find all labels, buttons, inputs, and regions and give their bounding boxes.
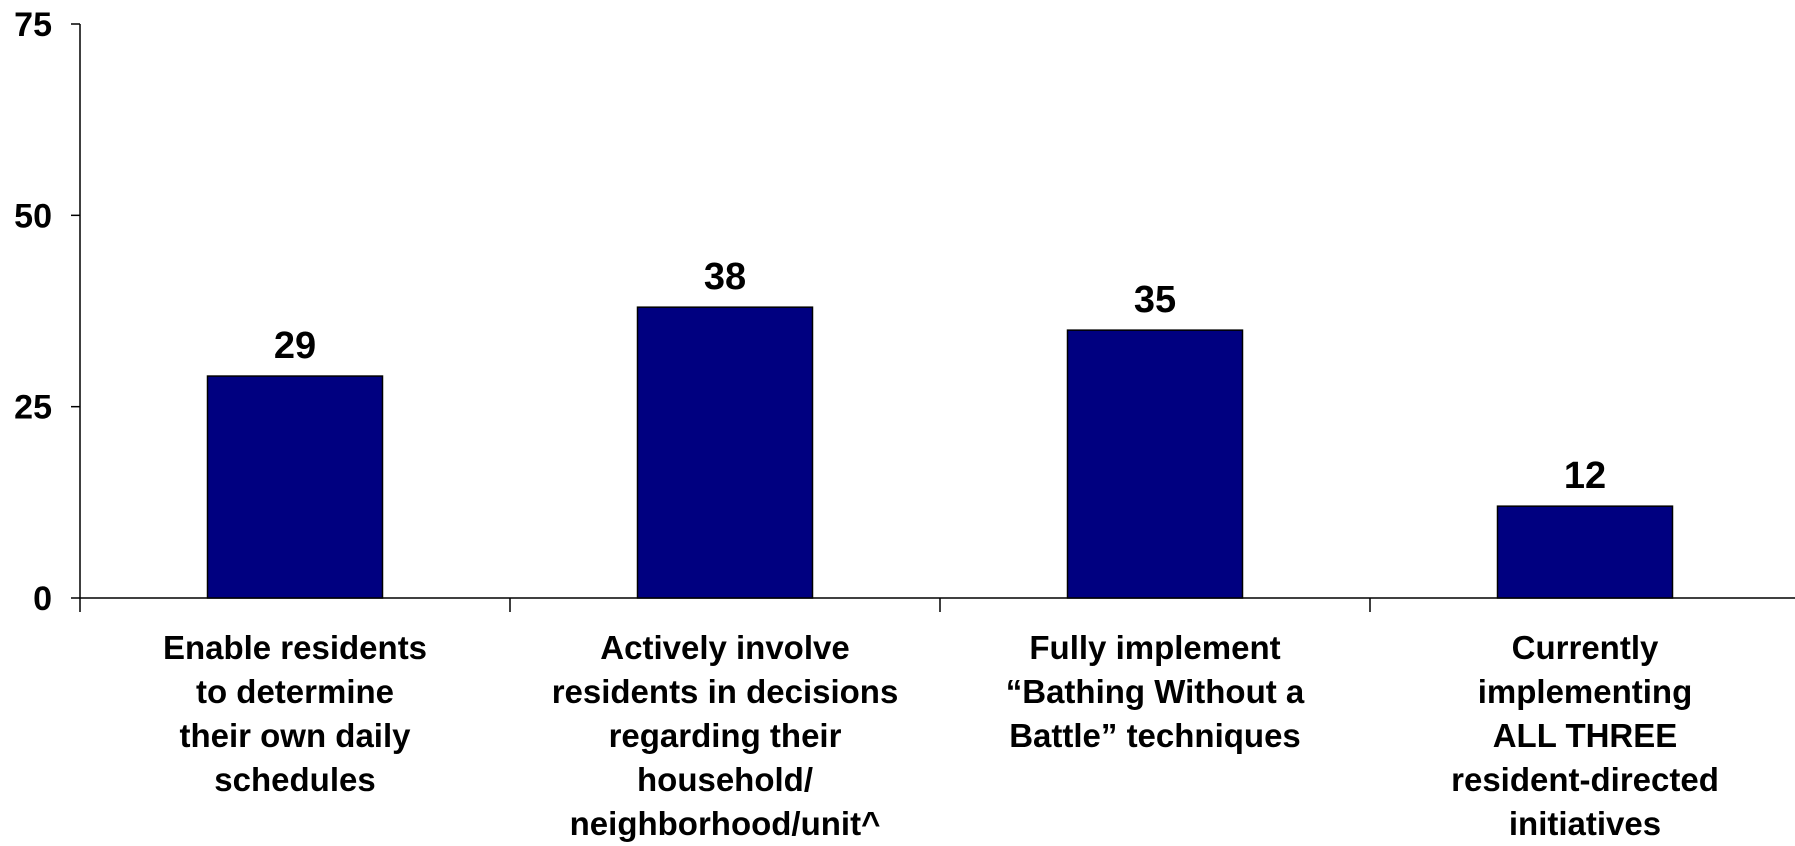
data-labels: 29 38 35 12 — [274, 256, 1606, 497]
y-tick-label: 25 — [14, 389, 52, 427]
x-tick-label: Currently implementing ALL THREE residen… — [1451, 629, 1719, 842]
bar — [1066, 329, 1244, 599]
x-tick-label: Fully implement “Bathing Without a Battl… — [1005, 629, 1305, 754]
bar — [206, 375, 384, 599]
data-label: 12 — [1564, 455, 1606, 497]
bars — [206, 306, 1674, 599]
x-tick-label: Actively involve residents in decisions … — [551, 629, 899, 842]
bar — [1496, 505, 1674, 599]
y-tick-label: 50 — [14, 197, 52, 235]
data-label: 35 — [1134, 279, 1176, 321]
data-label: 38 — [704, 256, 746, 298]
y-tick-label: 0 — [33, 580, 52, 618]
data-label: 29 — [274, 325, 316, 367]
bar — [636, 306, 814, 599]
x-tick-label: Enable residents to determine their own … — [162, 629, 428, 798]
y-tick-label: 75 — [14, 6, 52, 44]
